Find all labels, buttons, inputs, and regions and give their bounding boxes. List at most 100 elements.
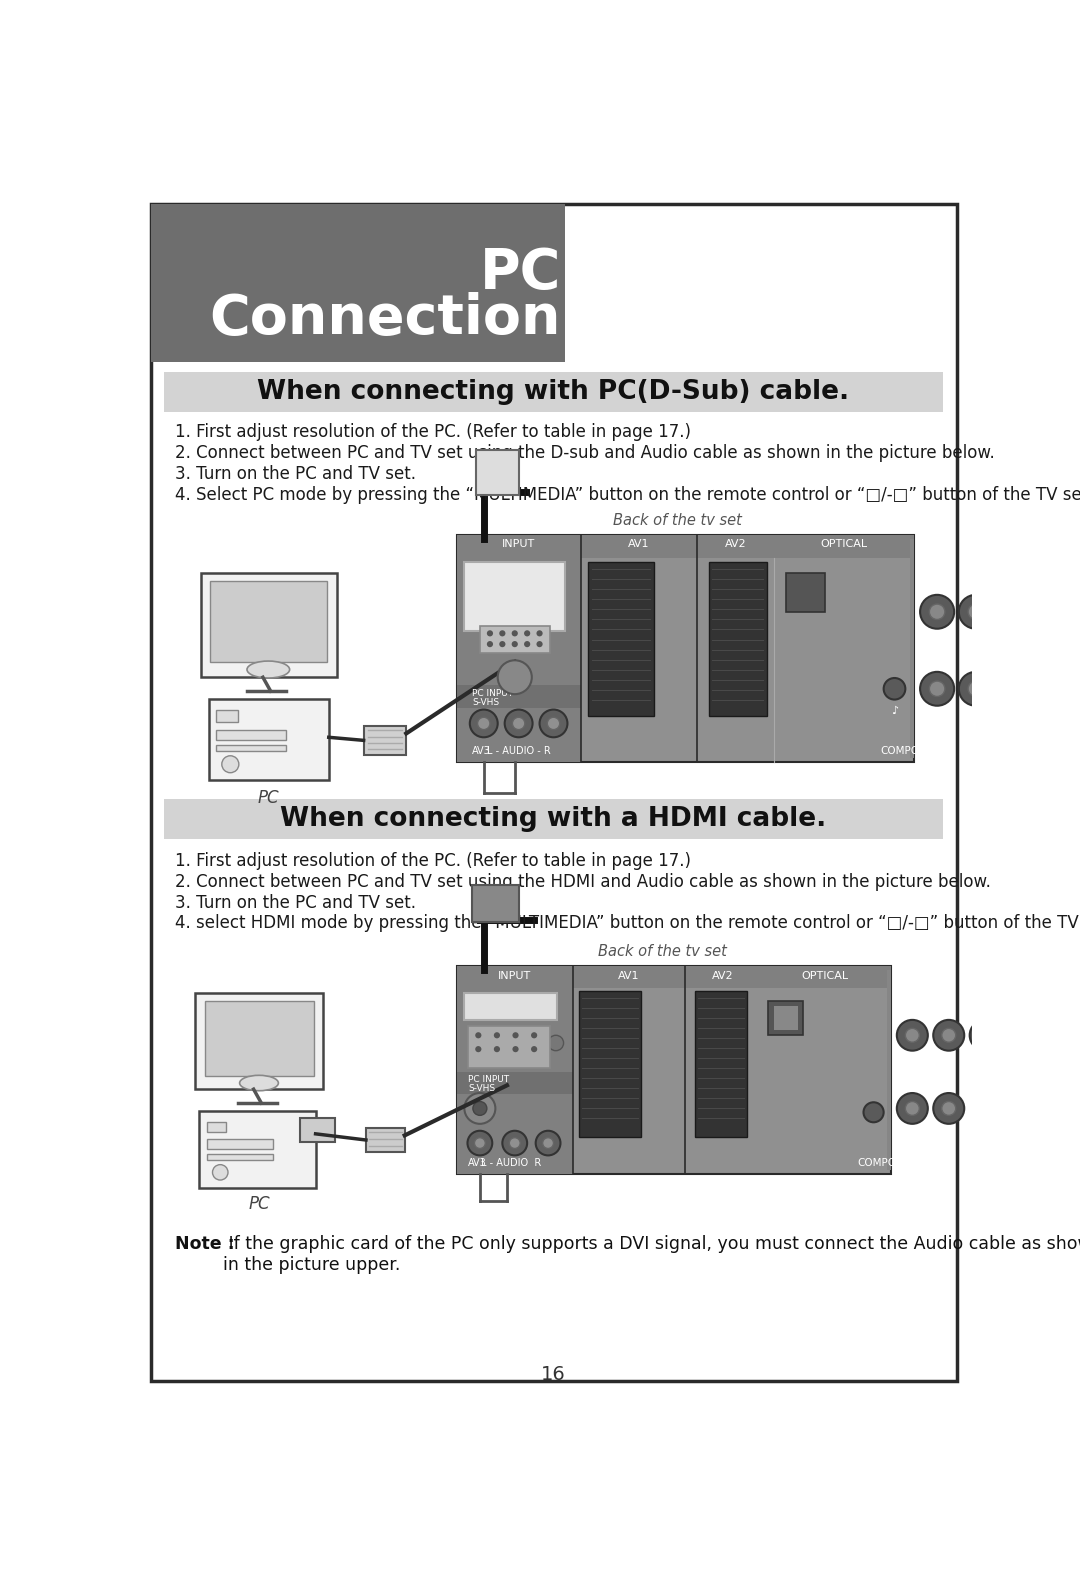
Circle shape [883, 678, 905, 700]
Text: OPTICAL: OPTICAL [821, 540, 867, 549]
Text: 1. First adjust resolution of the PC. (Refer to table in page 17.): 1. First adjust resolution of the PC. (R… [175, 424, 691, 441]
Text: Back of the tv set: Back of the tv set [597, 945, 727, 959]
Text: 3. Turn on the PC and TV set.: 3. Turn on the PC and TV set. [175, 894, 416, 912]
Circle shape [920, 672, 954, 706]
Text: AV3: AV3 [469, 1158, 487, 1167]
Bar [216, 711, 238, 722]
Circle shape [499, 631, 505, 637]
Text: R: R [934, 709, 941, 717]
Ellipse shape [247, 661, 289, 678]
Text: S-VHS: S-VHS [472, 698, 499, 708]
Text: If the graphic card of the PC only supports a DVI signal, you must connect the A: If the graphic card of the PC only suppo… [224, 1235, 1080, 1254]
Circle shape [487, 642, 494, 646]
Text: 4. Select PC mode by pressing the “MULTIMEDIA” button on the remote control or “: 4. Select PC mode by pressing the “MULTI… [175, 485, 1080, 504]
Circle shape [512, 631, 517, 637]
Circle shape [959, 595, 993, 629]
Circle shape [896, 1094, 928, 1123]
Text: Pr: Pr [933, 581, 942, 590]
Circle shape [499, 642, 505, 646]
Circle shape [905, 1101, 919, 1116]
Circle shape [920, 595, 954, 629]
Bar [457, 1072, 572, 1094]
Circle shape [494, 1047, 500, 1053]
Bar [150, 204, 565, 361]
Bar [472, 885, 518, 923]
Circle shape [512, 642, 517, 646]
Circle shape [512, 1032, 518, 1039]
Text: Pr: Pr [908, 1006, 917, 1015]
Text: INPUT: INPUT [502, 540, 536, 549]
Bar [457, 686, 581, 708]
Ellipse shape [240, 1075, 279, 1090]
Circle shape [942, 1028, 956, 1042]
Bar [464, 993, 557, 1020]
Circle shape [540, 709, 567, 737]
Bar [300, 1119, 335, 1142]
Text: OPTICAL: OPTICAL [801, 971, 848, 981]
Circle shape [213, 1164, 228, 1180]
Circle shape [473, 1101, 487, 1116]
Circle shape [933, 1020, 964, 1051]
Text: AV2: AV2 [712, 971, 733, 981]
Bar [476, 450, 518, 494]
Circle shape [531, 1032, 537, 1039]
Circle shape [504, 709, 532, 737]
Bar [773, 1006, 798, 1029]
Text: R: R [909, 1127, 916, 1136]
Circle shape [502, 1131, 527, 1155]
Text: AV1: AV1 [618, 971, 639, 981]
Bar [164, 799, 943, 839]
Bar [910, 538, 914, 758]
Text: S-VHS: S-VHS [469, 1084, 496, 1092]
Text: Pb: Pb [970, 581, 982, 590]
Circle shape [469, 1001, 478, 1010]
Circle shape [896, 1020, 928, 1051]
Circle shape [930, 681, 945, 697]
Text: 4. select HDMI mode by pressing the “MULTIMEDIA” button on the remote control or: 4. select HDMI mode by pressing the “MUL… [175, 915, 1080, 932]
Text: When connecting with PC(D-Sub) cable.: When connecting with PC(D-Sub) cable. [257, 378, 850, 405]
Bar [364, 726, 406, 755]
Text: 2. Connect between PC and TV set using the D-sub and Audio cable as shown in the: 2. Connect between PC and TV set using t… [175, 444, 995, 461]
Bar [457, 967, 891, 1174]
Bar [207, 1153, 273, 1159]
Bar [200, 1111, 315, 1188]
Circle shape [543, 1001, 553, 1010]
Text: PC: PC [248, 1196, 270, 1213]
Text: L - AUDIO - R: L - AUDIO - R [487, 745, 551, 756]
Circle shape [968, 681, 984, 697]
Bar [201, 573, 337, 678]
Text: in the picture upper.: in the picture upper. [224, 1257, 401, 1274]
Circle shape [548, 1036, 564, 1051]
Circle shape [942, 1101, 956, 1116]
Text: AV1: AV1 [627, 540, 649, 549]
Circle shape [507, 670, 523, 686]
Circle shape [512, 1047, 518, 1053]
Bar [457, 559, 581, 763]
Circle shape [930, 604, 945, 620]
Circle shape [531, 1047, 537, 1053]
Text: PC INPUT: PC INPUT [469, 1075, 510, 1084]
Bar [793, 579, 819, 606]
Bar [207, 1122, 227, 1131]
Circle shape [498, 661, 531, 693]
Text: 3. Turn on the PC and TV set.: 3. Turn on the PC and TV set. [175, 464, 416, 483]
Bar [457, 535, 914, 763]
Bar [205, 1001, 314, 1076]
Bar [164, 372, 943, 411]
Bar [457, 987, 572, 1174]
Circle shape [512, 717, 525, 730]
Circle shape [468, 1131, 492, 1155]
Circle shape [477, 717, 490, 730]
Circle shape [998, 595, 1031, 629]
Circle shape [536, 1131, 561, 1155]
Text: Pb: Pb [943, 1006, 955, 1015]
Circle shape [1007, 604, 1023, 620]
Bar [457, 535, 914, 559]
Text: L - AUDIO  R: L - AUDIO R [481, 1158, 541, 1167]
Circle shape [968, 604, 984, 620]
Bar [216, 730, 286, 741]
Bar [207, 1139, 273, 1149]
Text: COMPONENT: COMPONENT [880, 745, 947, 756]
Text: ♪: ♪ [891, 706, 899, 715]
Bar [216, 745, 286, 752]
